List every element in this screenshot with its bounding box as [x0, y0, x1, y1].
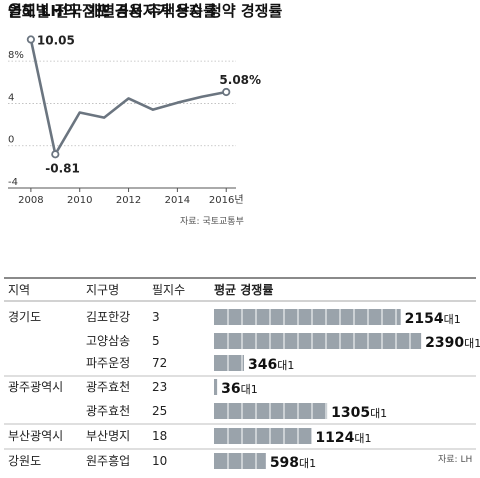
district-label: 광주효천	[86, 379, 130, 394]
data-label: -0.81	[45, 161, 80, 175]
bar	[214, 403, 328, 419]
lot-count: 10	[152, 454, 167, 468]
district-label: 김포한강	[86, 310, 130, 324]
lot-count: 3	[152, 310, 160, 324]
data-point-marker	[222, 87, 231, 97]
value-label: 1124대1	[315, 430, 371, 446]
district-label: 고양삼송	[86, 334, 130, 348]
column-header: 지역	[8, 283, 30, 297]
district-label: 원주흥업	[86, 454, 130, 468]
y-tick-label: -4	[8, 177, 18, 188]
lot-count: 18	[152, 429, 167, 443]
bar	[214, 428, 312, 444]
x-tick-label: 2008	[18, 195, 43, 206]
value-unit: 대1	[241, 383, 258, 396]
lot-count: 5	[152, 334, 160, 348]
chart2-source: 자료: LH	[438, 455, 473, 465]
region-label: 부산광역시	[8, 429, 63, 443]
x-tick-label: 2010	[67, 195, 92, 206]
column-header: 평균 경쟁률	[214, 282, 273, 297]
bar	[214, 333, 422, 349]
value-label: 346대1	[248, 357, 294, 373]
x-tick-label: 2014	[165, 195, 190, 206]
x-tick-label: 2016년	[209, 194, 244, 206]
y-tick-label: 0	[8, 135, 14, 146]
region-label: 경기도	[8, 310, 41, 324]
region-label: 광주광역시	[8, 380, 63, 394]
district-label: 광주효천	[86, 403, 130, 418]
series-line	[29, 39, 227, 156]
district-label: 파주운정	[86, 356, 130, 370]
data-point-marker	[51, 150, 60, 159]
column-header: 필지수	[152, 283, 185, 297]
data-label: 10.05	[37, 33, 75, 47]
y-tick-label: 4	[8, 92, 14, 103]
chart2-title: 올해 LH의 점포 겸용 주택용지 청약 경쟁률	[8, 2, 283, 20]
value-label: 1305대1	[331, 405, 387, 421]
bar	[214, 453, 266, 469]
lot-count: 23	[152, 380, 167, 394]
data-label: 5.08%	[219, 73, 261, 87]
value-label: 2390대1	[425, 335, 480, 351]
value-unit: 대1	[444, 313, 461, 326]
bar	[214, 355, 244, 371]
chart1-source: 자료: 국토교통부	[180, 217, 244, 227]
chart1-title: 연도별 전국 개별공시지가 상승률	[8, 2, 217, 20]
lot-count: 25	[152, 404, 167, 418]
district-label: 부산명지	[86, 429, 130, 443]
region-label: 강원도	[8, 454, 41, 468]
column-header: 지구명	[86, 283, 119, 297]
lot-count: 72	[152, 356, 167, 370]
x-tick-label: 2012	[116, 195, 141, 206]
bar	[214, 379, 218, 395]
value-unit: 대1	[370, 407, 387, 420]
value-unit: 대1	[277, 359, 294, 372]
value-unit: 대1	[464, 337, 480, 350]
value-unit: 대1	[299, 457, 316, 470]
data-point-marker	[26, 35, 35, 44]
value-label: 2154대1	[405, 311, 461, 327]
value-unit: 대1	[354, 432, 371, 445]
value-label: 598대1	[270, 455, 316, 471]
value-label: 36대1	[221, 381, 258, 397]
y-tick-label: 8%	[8, 50, 24, 61]
